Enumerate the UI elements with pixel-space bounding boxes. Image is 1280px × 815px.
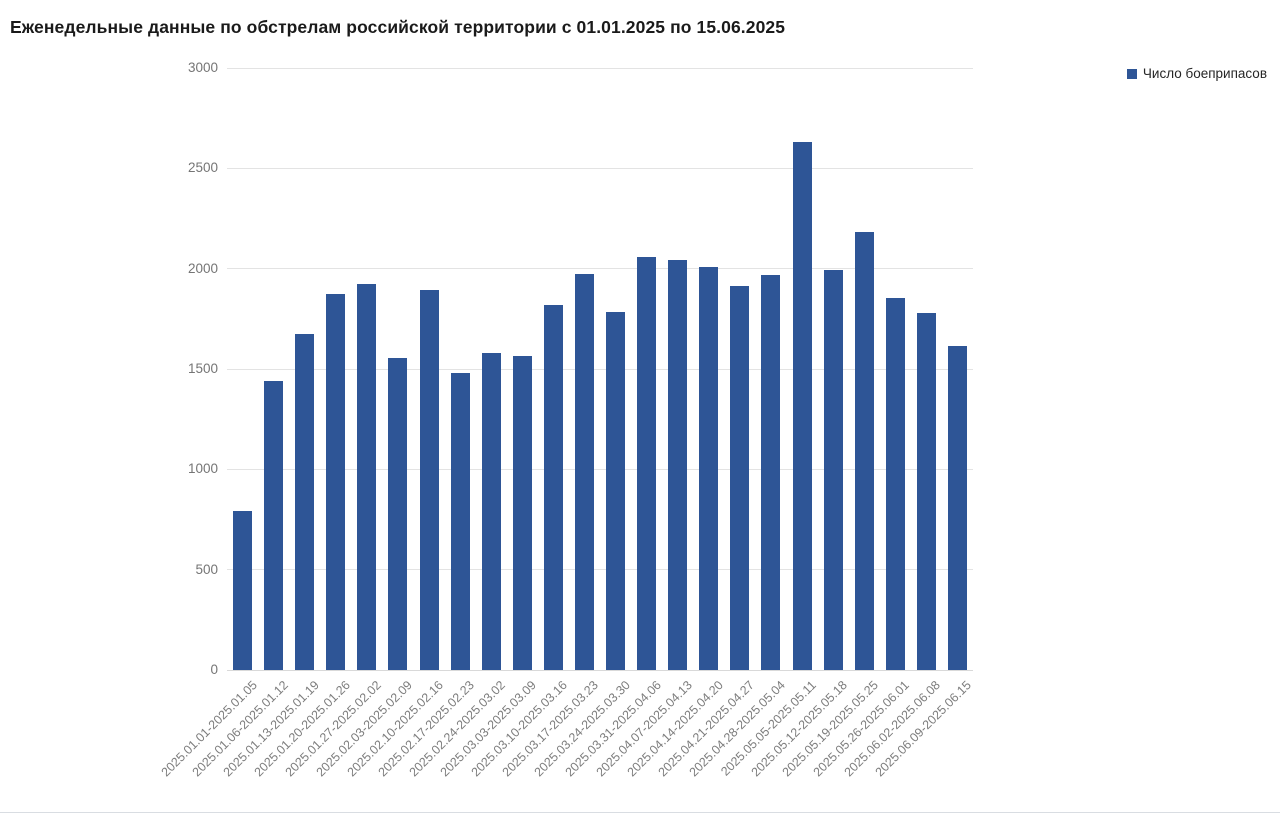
- bar[interactable]: [916, 312, 936, 670]
- y-tick-label: 2500: [187, 160, 218, 176]
- bar[interactable]: [481, 352, 501, 670]
- gridline: [227, 468, 973, 470]
- bar[interactable]: [823, 269, 843, 670]
- y-tick-label: 1500: [187, 361, 218, 376]
- legend-label: Число боеприпасов: [1142, 66, 1267, 81]
- gridline: [227, 268, 973, 270]
- y-tick-label: 500: [195, 561, 218, 577]
- y-tick-label: 2000: [187, 260, 218, 276]
- chart-title: Еженедельные данные по обстрелам российс…: [10, 17, 786, 37]
- legend-swatch-icon: [1126, 69, 1137, 79]
- bar[interactable]: [574, 273, 594, 670]
- bar[interactable]: [543, 304, 563, 670]
- y-tick-label: 0: [210, 662, 218, 677]
- bar[interactable]: [233, 511, 253, 670]
- bar[interactable]: [450, 373, 470, 670]
- bar[interactable]: [668, 259, 688, 670]
- bar[interactable]: [512, 355, 532, 670]
- bar[interactable]: [637, 256, 657, 670]
- plot-area: 2025.01.01-2025.01.05 2025.01.06-2025.01.…: [158, 67, 974, 779]
- y-axis: 0 500 1000 1500 2000 2500 3000: [0, 0, 218, 815]
- y-tick-label: 3000: [187, 60, 218, 75]
- bar[interactable]: [295, 333, 315, 670]
- bar[interactable]: [419, 289, 439, 670]
- gridline: [227, 368, 973, 370]
- gridline: [227, 569, 973, 571]
- page-bottom-divider: [0, 812, 1280, 813]
- bar[interactable]: [854, 231, 874, 670]
- bar[interactable]: [730, 285, 750, 670]
- bar[interactable]: [792, 142, 812, 670]
- bar[interactable]: [885, 297, 905, 670]
- bar[interactable]: [326, 293, 346, 670]
- bar[interactable]: [388, 357, 408, 670]
- bar[interactable]: [761, 274, 781, 670]
- bar[interactable]: [947, 345, 967, 670]
- gridline: [227, 67, 973, 69]
- y-tick-label: 1000: [187, 461, 218, 477]
- bar[interactable]: [264, 381, 284, 670]
- legend-item[interactable]: Число боеприпасов: [1126, 66, 1267, 81]
- bar[interactable]: [699, 266, 719, 670]
- bar[interactable]: [606, 311, 626, 670]
- bar[interactable]: [357, 283, 377, 670]
- gridline: [227, 167, 973, 169]
- x-axis-line: [227, 669, 973, 671]
